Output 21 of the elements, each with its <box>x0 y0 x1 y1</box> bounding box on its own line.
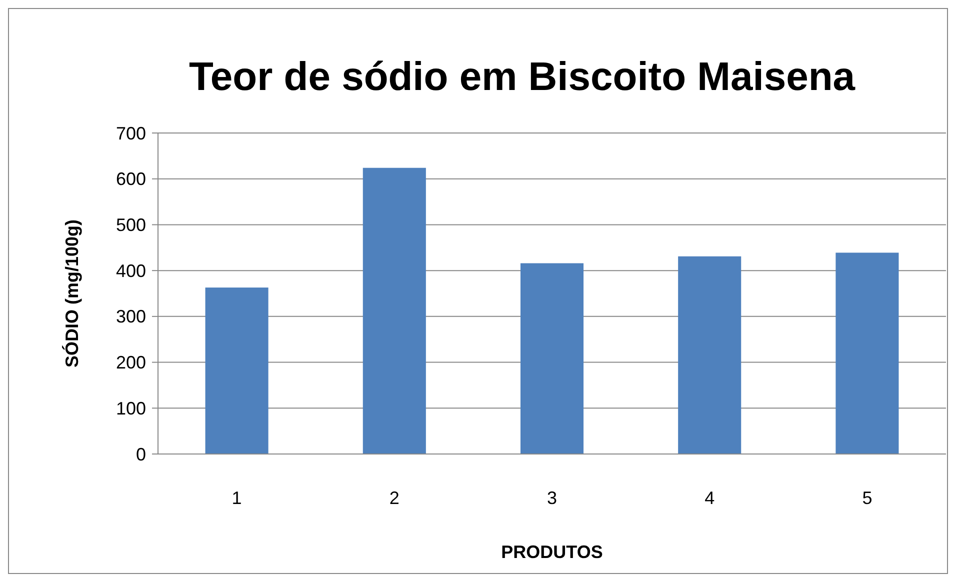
x-tick-label: 4 <box>704 488 715 508</box>
x-tick-label: 5 <box>862 488 872 508</box>
x-tick-label: 1 <box>232 488 242 508</box>
bar <box>520 263 584 454</box>
x-tick-label: 2 <box>389 488 400 508</box>
y-tick-label: 300 <box>116 306 146 327</box>
y-tick-label: 400 <box>116 260 146 281</box>
y-tick-label: 0 <box>136 444 146 464</box>
bar <box>362 168 426 454</box>
chart-title: Teor de sódio em Biscoito Maisena <box>188 55 856 99</box>
y-tick-label: 100 <box>116 398 146 418</box>
y-axis-title: SÓDIO (mg/100g) <box>62 219 82 368</box>
bar <box>678 256 742 454</box>
bar <box>205 288 268 454</box>
y-tick-label: 200 <box>116 352 146 373</box>
y-tick-label: 500 <box>116 215 146 236</box>
x-axis-title: PRODUTOS <box>501 542 603 562</box>
bar <box>836 252 899 454</box>
y-tick-label: 600 <box>116 169 146 190</box>
y-tick-label: 700 <box>116 123 146 144</box>
x-tick-label: 3 <box>546 488 558 508</box>
